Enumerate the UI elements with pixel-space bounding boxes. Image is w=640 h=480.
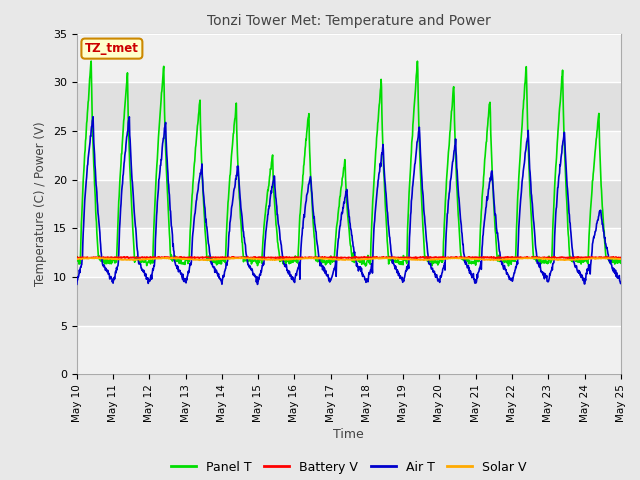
- Battery V: [255, 254, 262, 260]
- Legend: Panel T, Battery V, Air T, Solar V: Panel T, Battery V, Air T, Solar V: [166, 456, 531, 479]
- Solar V: [490, 257, 497, 263]
- Air T: [553, 198, 561, 204]
- Bar: [77, 131, 621, 180]
- Air T: [617, 281, 625, 287]
- Air T: [89, 114, 97, 120]
- Panel T: [505, 258, 513, 264]
- Battery V: [593, 256, 601, 262]
- Panel T: [181, 262, 189, 267]
- Line: Panel T: Panel T: [77, 61, 621, 266]
- Panel T: [362, 263, 369, 269]
- Panel T: [195, 118, 202, 123]
- Bar: [77, 180, 621, 228]
- Title: Tonzi Tower Met: Temperature and Power: Tonzi Tower Met: Temperature and Power: [207, 14, 491, 28]
- Solar V: [553, 257, 561, 263]
- Air T: [505, 273, 513, 279]
- Battery V: [617, 255, 625, 261]
- Bar: [77, 277, 621, 326]
- X-axis label: Time: Time: [333, 428, 364, 441]
- Solar V: [73, 256, 81, 262]
- Panel T: [73, 256, 81, 262]
- Battery V: [505, 254, 513, 260]
- Solar V: [434, 256, 442, 262]
- Air T: [253, 282, 261, 288]
- Battery V: [553, 255, 561, 261]
- Bar: [77, 326, 621, 374]
- Battery V: [360, 254, 368, 260]
- Air T: [255, 273, 263, 278]
- Battery V: [73, 254, 81, 260]
- Bar: [77, 34, 621, 82]
- Bar: [77, 82, 621, 131]
- Solar V: [617, 256, 625, 262]
- Battery V: [434, 254, 442, 260]
- Panel T: [87, 58, 95, 64]
- Solar V: [505, 256, 513, 262]
- Bar: [77, 228, 621, 277]
- Line: Solar V: Solar V: [77, 258, 621, 260]
- Panel T: [617, 260, 625, 266]
- Line: Battery V: Battery V: [77, 257, 621, 259]
- Air T: [434, 278, 442, 284]
- Air T: [195, 186, 202, 192]
- Battery V: [180, 254, 188, 260]
- Solar V: [255, 256, 263, 262]
- Solar V: [181, 256, 189, 262]
- Battery V: [194, 254, 202, 260]
- Panel T: [255, 260, 263, 265]
- Y-axis label: Temperature (C) / Power (V): Temperature (C) / Power (V): [35, 122, 47, 286]
- Text: TZ_tmet: TZ_tmet: [85, 42, 139, 55]
- Solar V: [195, 257, 202, 263]
- Panel T: [553, 147, 561, 153]
- Panel T: [434, 262, 442, 268]
- Air T: [181, 276, 189, 281]
- Air T: [73, 281, 81, 287]
- Solar V: [162, 255, 170, 261]
- Line: Air T: Air T: [77, 117, 621, 285]
